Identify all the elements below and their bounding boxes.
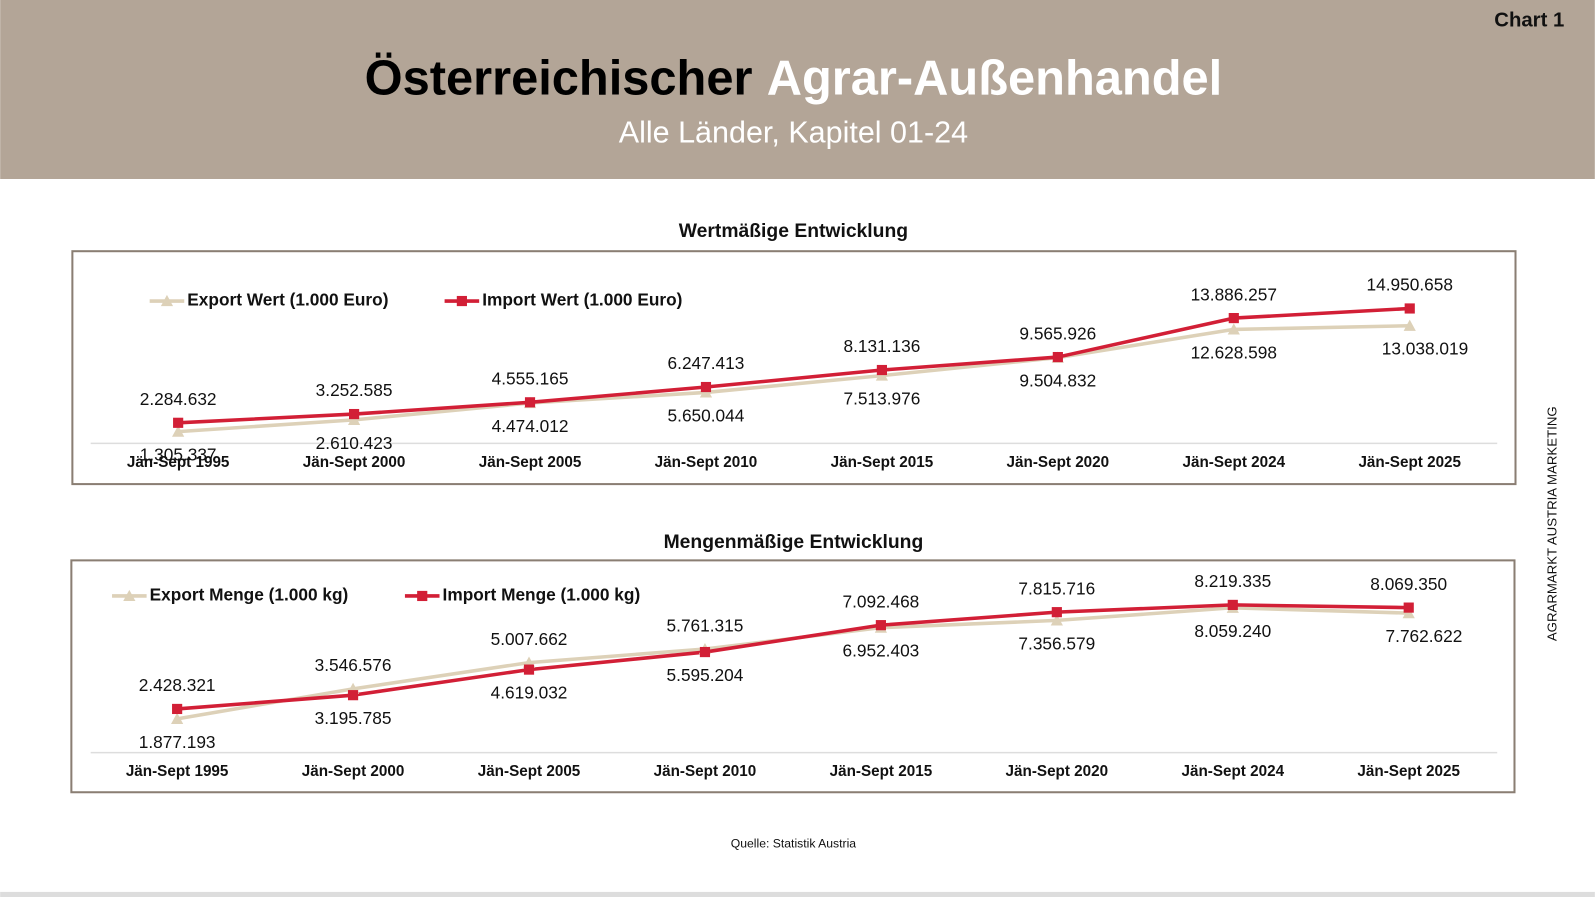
data-label: 13.038.019 [1382, 339, 1468, 359]
legend-label: Export Menge (1.000 kg) [150, 585, 349, 605]
data-label: 3.252.585 [316, 380, 393, 400]
legend-label: Import Menge (1.000 kg) [443, 585, 641, 605]
data-label: 6.952.403 [842, 641, 919, 661]
point-marker [160, 294, 174, 307]
series-line [178, 306, 1410, 425]
data-label: 5.650.044 [668, 405, 745, 425]
x-tick-label: Jän-Sept 2020 [1006, 763, 1109, 780]
data-label: 7.356.579 [1018, 633, 1095, 653]
x-tick-label: Jän-Sept 2020 [1007, 454, 1110, 471]
data-label: 8.219.335 [1194, 571, 1271, 591]
data-label: 1.877.193 [139, 732, 216, 752]
data-label: 2.610.423 [316, 433, 393, 453]
point-marker [1403, 319, 1416, 331]
data-label: 4.555.165 [492, 368, 569, 388]
data-label: 7.762.622 [1386, 626, 1463, 646]
subtitle: Alle Länder, Kapitel 01-24 [619, 115, 968, 149]
x-tick-label: Jän-Sept 2000 [302, 763, 405, 780]
data-label: 9.565.926 [1019, 323, 1096, 343]
point-marker [171, 712, 184, 724]
point-marker [1227, 599, 1238, 610]
x-tick-label: Jän-Sept 1995 [126, 763, 229, 780]
point-marker [876, 364, 887, 376]
x-tick-label: Jän-Sept 1995 [127, 454, 230, 471]
data-label: 7.092.468 [842, 591, 919, 611]
data-label: 4.619.032 [491, 683, 568, 703]
data-label: 3.195.785 [315, 708, 392, 728]
series-line [176, 603, 1409, 711]
chart-frame [71, 250, 1517, 486]
x-tick-label: Jän-Sept 2024 [1183, 454, 1286, 471]
point-marker [1051, 607, 1062, 618]
data-label: 1.305.337 [140, 445, 217, 465]
data-label: 5.595.204 [667, 665, 744, 685]
point-marker [456, 295, 467, 307]
point-marker [700, 381, 712, 393]
point-marker [1403, 602, 1414, 613]
data-label: 3.546.576 [315, 655, 392, 675]
side-text: AGRARMARKT AUSTRIA MARKETING [1545, 406, 1560, 641]
point-marker [172, 425, 185, 437]
data-label: 6.247.413 [668, 353, 745, 373]
legend-label: Import Wert (1.000 Euro) [482, 290, 682, 310]
point-marker [524, 397, 536, 408]
point-marker [1404, 303, 1415, 314]
point-marker [417, 590, 428, 602]
data-label: 14.950.658 [1367, 275, 1453, 295]
data-label: 2.428.321 [139, 675, 216, 695]
point-marker [699, 646, 711, 658]
chart-title: Mengenmäßige Entwicklung [664, 532, 924, 553]
x-tick-label: Jän-Sept 2015 [831, 454, 934, 471]
point-marker [1227, 323, 1240, 335]
data-label: 12.628.598 [1191, 342, 1277, 362]
x-tick-label: Jän-Sept 2025 [1358, 454, 1461, 471]
chart-tag: Chart 1 [1494, 10, 1564, 32]
bottom-bar [0, 891, 1595, 897]
point-marker [347, 413, 361, 425]
data-label: 5.761.315 [667, 615, 744, 635]
point-marker [875, 620, 886, 631]
data-label: 4.474.012 [492, 416, 569, 436]
data-label: 9.504.832 [1019, 371, 1096, 391]
chart-frame [70, 559, 1516, 794]
data-label: 8.069.350 [1370, 574, 1447, 594]
title-black: Österreichischer [365, 51, 753, 105]
data-label: 2.284.632 [140, 389, 217, 409]
x-tick-label: Jän-Sept 2024 [1181, 763, 1284, 780]
x-tick-label: Jän-Sept 2005 [479, 454, 582, 471]
point-marker [1052, 351, 1063, 363]
legend-label: Export Wert (1.000 Euro) [187, 290, 388, 310]
x-tick-label: Jän-Sept 2000 [303, 454, 406, 471]
point-marker [523, 664, 535, 675]
data-label: 8.131.136 [844, 336, 921, 356]
data-label: 13.886.257 [1191, 284, 1277, 304]
point-marker [349, 408, 360, 420]
title-white: Agrar-Außenhandel [767, 51, 1222, 105]
point-marker [173, 417, 184, 428]
point-marker [347, 690, 359, 701]
point-marker [123, 589, 136, 602]
series-line [178, 323, 1410, 434]
x-tick-label: Jän-Sept 2025 [1357, 763, 1460, 780]
x-tick-label: Jän-Sept 2010 [654, 763, 757, 780]
header-band [0, 0, 1595, 179]
data-label: 8.059.240 [1194, 621, 1271, 641]
chart-title: Wertmäßige Entwicklung [679, 221, 908, 242]
data-label: 7.815.716 [1018, 578, 1095, 598]
point-marker [172, 703, 183, 715]
point-marker [1050, 614, 1063, 626]
main-title: Österreichischer Agrar-Außenhandel [365, 51, 1223, 105]
x-tick-label: Jän-Sept 2005 [478, 763, 581, 780]
source: Quelle: Statistik Austria [731, 836, 857, 850]
data-label: 5.007.662 [491, 629, 568, 649]
point-marker [1228, 312, 1239, 324]
x-tick-label: Jän-Sept 2015 [830, 763, 933, 780]
data-label: 7.513.976 [844, 389, 921, 409]
x-tick-label: Jän-Sept 2010 [655, 454, 758, 471]
